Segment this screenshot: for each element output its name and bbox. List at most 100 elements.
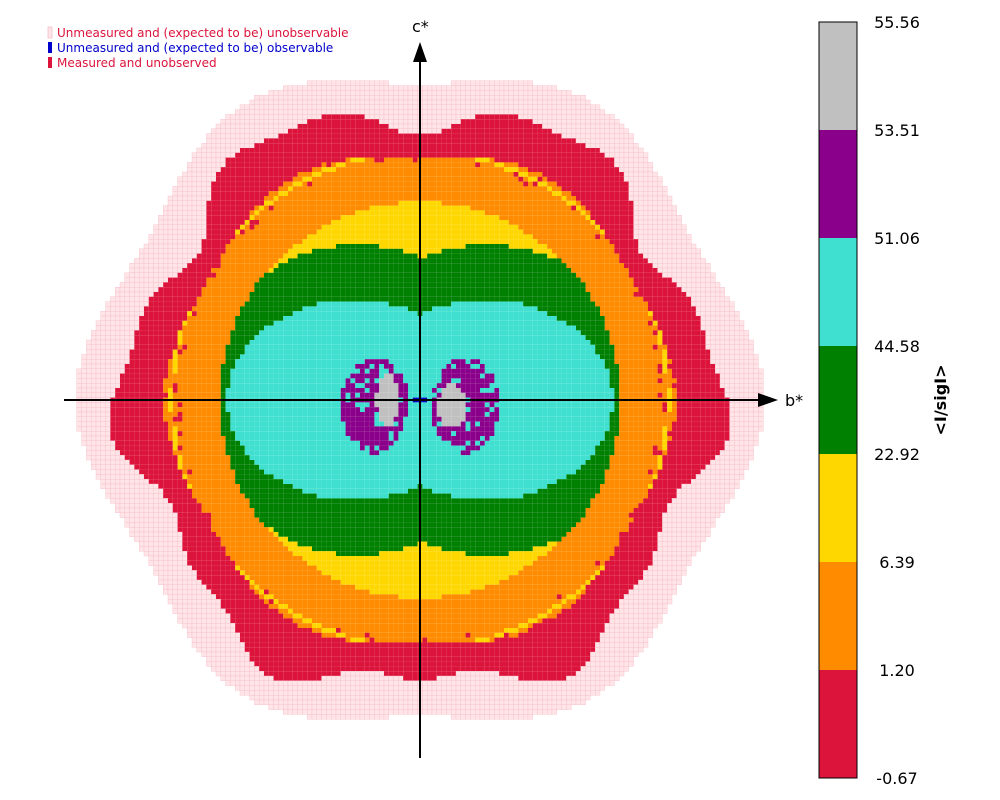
heatmap-cell xyxy=(201,378,207,384)
heatmap-cell xyxy=(234,123,241,130)
heatmap-cell xyxy=(172,560,178,566)
heatmap-cell xyxy=(191,248,198,254)
heatmap-cell xyxy=(264,224,269,230)
heatmap-cell xyxy=(81,392,87,398)
heatmap-cell xyxy=(264,272,269,278)
heatmap-cell xyxy=(105,493,111,499)
heatmap-cell xyxy=(283,109,289,115)
heatmap-cell xyxy=(244,359,250,364)
heatmap-cell xyxy=(264,565,269,571)
heatmap-cell xyxy=(283,690,289,696)
heatmap-cell xyxy=(105,435,111,442)
heatmap-cell xyxy=(124,392,130,398)
heatmap-cell xyxy=(168,335,173,340)
heatmap-cell xyxy=(302,460,308,465)
heatmap-cell xyxy=(297,138,303,144)
heatmap-cell xyxy=(297,556,303,561)
heatmap-cell xyxy=(144,426,149,432)
heatmap-cell xyxy=(278,671,284,676)
heatmap-cell xyxy=(302,527,308,532)
heatmap-cell xyxy=(264,292,269,297)
heatmap-cell xyxy=(259,210,264,216)
heatmap-cell xyxy=(273,359,279,364)
heatmap-cell xyxy=(240,575,245,580)
heatmap-cell xyxy=(100,383,106,389)
heatmap-cell xyxy=(230,287,236,292)
heatmap-cell xyxy=(168,301,173,307)
heatmap-cell xyxy=(273,349,279,355)
heatmap-cell xyxy=(182,272,188,278)
heatmap-cell xyxy=(162,238,169,245)
heatmap-cell xyxy=(225,445,231,451)
heatmap-cell xyxy=(90,344,97,350)
heatmap-cell xyxy=(100,483,106,490)
heatmap-cell xyxy=(283,695,289,701)
heatmap-cell xyxy=(235,517,240,523)
heatmap-cell xyxy=(288,508,293,513)
heatmap-cell xyxy=(196,147,202,154)
heatmap-cell xyxy=(225,618,231,624)
heatmap-cell xyxy=(187,532,192,537)
heatmap-cell xyxy=(240,205,245,211)
heatmap-cell xyxy=(148,416,154,422)
heatmap-cell xyxy=(321,604,327,609)
heatmap-cell xyxy=(263,680,270,686)
heatmap-cell xyxy=(326,421,332,427)
heatmap-cell xyxy=(264,512,269,518)
heatmap-cell xyxy=(249,340,255,345)
heatmap-cell xyxy=(177,431,183,436)
heatmap-cell xyxy=(86,407,92,413)
heatmap-cell xyxy=(148,483,154,490)
heatmap-cell xyxy=(292,676,298,681)
heatmap-cell xyxy=(186,599,193,605)
heatmap-cell xyxy=(278,157,284,163)
heatmap-cell xyxy=(206,589,212,595)
heatmap-cell xyxy=(186,253,193,259)
heatmap-cell xyxy=(326,656,332,662)
heatmap-cell xyxy=(206,282,212,288)
heatmap-cell xyxy=(268,613,274,619)
heatmap-cell xyxy=(234,656,241,662)
heatmap-cell xyxy=(244,157,250,163)
heatmap-cell xyxy=(288,200,293,206)
heatmap-cell xyxy=(105,402,111,408)
heatmap-cell xyxy=(326,575,332,580)
heatmap-cell xyxy=(143,263,150,269)
heatmap-cell xyxy=(182,426,188,432)
heatmap-cell xyxy=(191,618,198,624)
heatmap-cell xyxy=(316,364,322,369)
heatmap-cell xyxy=(225,359,231,364)
heatmap-cell xyxy=(182,364,188,369)
heatmap-cell xyxy=(206,512,212,518)
heatmap-cell xyxy=(168,440,173,446)
heatmap-cell xyxy=(273,210,279,216)
heatmap-cell xyxy=(302,546,308,552)
heatmap-cell xyxy=(326,613,332,619)
heatmap-cell xyxy=(114,339,121,346)
heatmap-cell xyxy=(124,498,130,504)
heatmap-cell xyxy=(316,488,322,494)
heatmap-cell xyxy=(114,344,121,350)
heatmap-cell xyxy=(216,263,221,268)
heatmap-cell xyxy=(220,258,226,264)
heatmap-cell xyxy=(283,426,288,432)
heatmap-cell xyxy=(292,546,298,552)
heatmap-cell xyxy=(235,311,240,316)
heatmap-cell xyxy=(259,580,264,585)
heatmap-cell xyxy=(119,330,126,336)
heatmap-cell xyxy=(230,493,236,499)
heatmap-cell xyxy=(182,488,188,494)
heatmap-cell xyxy=(307,354,312,360)
heatmap-cell xyxy=(259,527,264,532)
heatmap-cell xyxy=(124,306,130,312)
heatmap-cell xyxy=(143,493,150,499)
heatmap-cell xyxy=(254,460,260,465)
heatmap-cell xyxy=(192,474,197,480)
heatmap-cell xyxy=(182,503,188,508)
heatmap-cell xyxy=(273,167,279,172)
heatmap-cell xyxy=(167,224,174,230)
heatmap-cell xyxy=(139,388,144,393)
heatmap-cell xyxy=(163,325,168,331)
heatmap-cell xyxy=(283,407,288,412)
heatmap-cell xyxy=(288,378,293,384)
